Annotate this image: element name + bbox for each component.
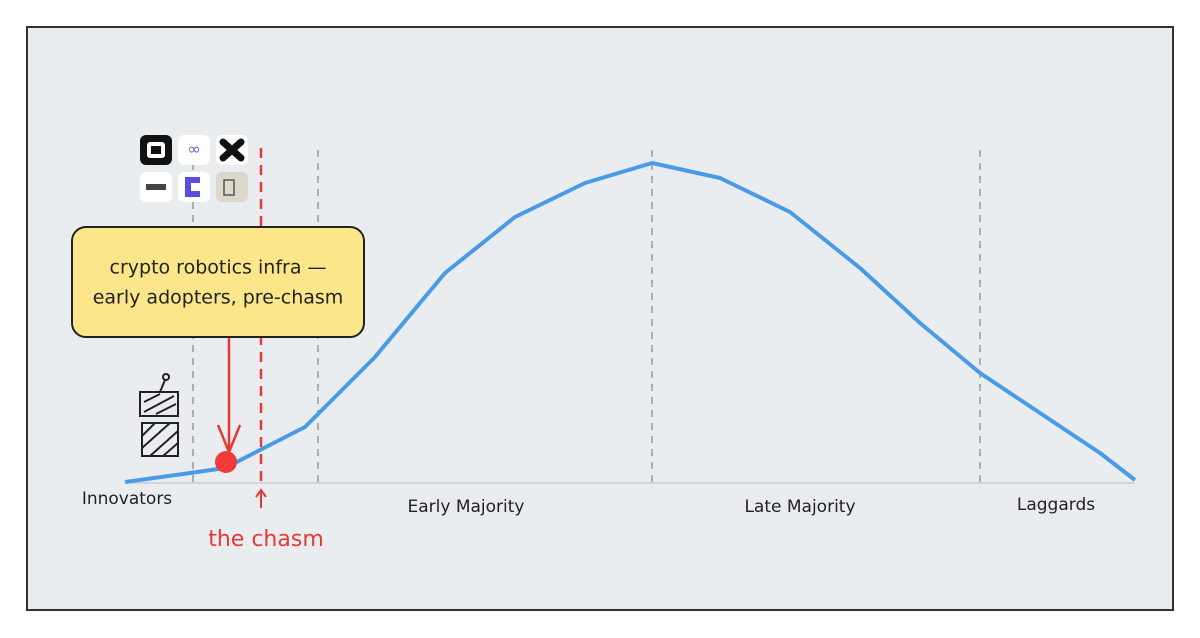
segment-label: Innovators	[82, 489, 172, 509]
chasm-label: the chasm	[208, 527, 324, 552]
callout-line: early adopters, pre-chasm	[93, 287, 344, 309]
logos: ∞	[140, 135, 248, 202]
segment-dividers	[192, 150, 981, 483]
segment-label: Laggards	[1017, 495, 1095, 515]
callout-line: crypto robotics infra —	[110, 257, 327, 279]
callout-box	[71, 226, 365, 338]
adoption-curve	[124, 161, 1137, 484]
svg-text:∞: ∞	[187, 140, 200, 159]
robot-sketch	[139, 373, 179, 457]
segment-label: Early Majority	[408, 497, 525, 517]
segment-label: Late Majority	[744, 497, 855, 517]
chasm-arrowhead	[255, 488, 267, 498]
position-dot	[215, 451, 237, 473]
